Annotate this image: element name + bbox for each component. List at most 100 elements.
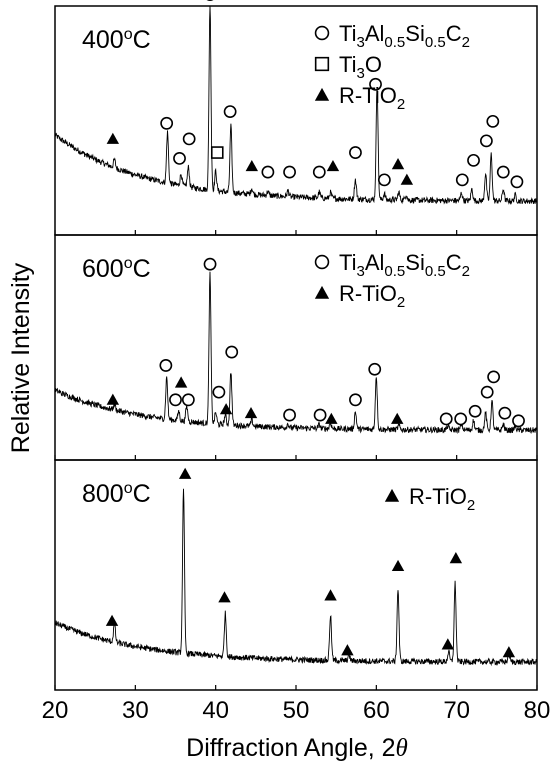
legend-label: Ti3Al0.5Si0.5C2: [339, 21, 470, 51]
temp-unit: C: [133, 480, 151, 508]
x-tick-label: 80: [524, 697, 551, 724]
x-axis-label-main: Diffraction Angle, 2: [186, 734, 395, 762]
peak-marker-circle: [368, 362, 382, 376]
xrd-trace: [54, 488, 538, 667]
peak-marker-circle: [313, 408, 327, 422]
peak-marker-triangle: [391, 412, 404, 424]
legend-item: R-TiO2: [314, 83, 405, 113]
temp-degree: o: [124, 480, 133, 497]
x-tick-label: 60: [363, 697, 390, 724]
temperature-label: 800oC: [82, 480, 151, 508]
peak-marker-circle: [223, 105, 237, 118]
peak-marker-circle: [496, 165, 510, 179]
peak-marker-triangle: [244, 406, 258, 419]
peak-marker-triangle: [105, 614, 119, 626]
x-tick-label: 30: [122, 697, 149, 724]
temperature-label: 400oC: [82, 26, 151, 54]
x-axis-label: Diffraction Angle, 2θ: [186, 734, 408, 762]
xrd-trace: [54, 271, 538, 435]
x-tick-label: 40: [202, 697, 229, 724]
legend-item: R-TiO2: [384, 484, 475, 514]
peak-marker-circle: [212, 385, 226, 399]
peak-marker-circle: [160, 116, 174, 130]
legend-symbol-circle: [314, 254, 330, 270]
peak-marker-triangle: [325, 412, 338, 424]
peak-marker-circle: [439, 412, 453, 426]
legend-item: Ti3Al0.5Si0.5C2: [314, 21, 470, 51]
legend-symbol-triangle: [314, 285, 330, 299]
peak-marker-circle: [173, 151, 186, 165]
peak-marker-circle: [181, 393, 195, 407]
x-axis-ticks: 20 30 40 50 60 70 80: [42, 697, 551, 724]
peak-marker-triangle: [178, 467, 192, 479]
legend-item: Ti3Al0.5Si0.5C2: [314, 250, 470, 280]
peak-marker-triangle: [400, 173, 414, 185]
peak-marker-circle: [159, 359, 173, 372]
x-tick-label: 70: [443, 697, 470, 724]
peak-marker-circle: [454, 412, 468, 426]
legend-label: Ti3O: [339, 52, 382, 82]
legend-label: R-TiO2: [339, 83, 405, 113]
peak-marker-triangle: [341, 644, 354, 656]
legend-label: Ti3Al0.5Si0.5C2: [339, 250, 470, 280]
legend-symbol-square: [314, 56, 330, 72]
legend-item: R-TiO2: [314, 281, 405, 311]
peak-marker-circle: [203, 257, 217, 271]
peak-marker-circle: [312, 165, 326, 179]
peak-marker-circle: [225, 345, 239, 359]
peak-marker-circle: [349, 146, 362, 159]
temp-value: 400: [82, 26, 124, 54]
peak-marker-circle: [487, 370, 501, 384]
peak-marker-circle: [349, 393, 362, 407]
peak-marker-triangle: [106, 393, 120, 405]
peak-marker-circle: [377, 173, 391, 187]
peak-marker-triangle: [174, 376, 188, 388]
peak-marker-circle: [283, 408, 296, 422]
x-tick-label: 50: [283, 697, 310, 724]
peak-marker-circle: [182, 132, 196, 146]
panel-800: 800oC R-TiO2: [54, 459, 538, 691]
peak-marker-triangle: [441, 638, 455, 650]
legend-symbol-triangle: [384, 488, 400, 502]
legend-symbol-triangle: [314, 87, 330, 101]
peak-marker-circle: [486, 114, 500, 128]
peak-marker-triangle: [502, 646, 516, 658]
peak-marker-circle: [512, 414, 525, 428]
x-axis-label-theta: θ: [396, 735, 408, 762]
peak-marker-circle: [283, 165, 296, 179]
peak-marker-triangle: [391, 559, 405, 572]
peak-marker-triangle: [245, 160, 259, 172]
temp-unit: C: [133, 26, 151, 54]
legend-symbol-circle: [314, 25, 330, 41]
peak-marker-circle: [498, 406, 512, 420]
peak-marker-triangle: [106, 132, 120, 144]
peak-marker-circle: [455, 173, 469, 187]
temp-value: 600: [82, 255, 124, 283]
peak-marker-circle: [369, 77, 382, 91]
peak-marker-triangle: [449, 552, 463, 564]
temp-unit: C: [133, 255, 151, 283]
peak-marker-circle: [480, 385, 494, 399]
peak-marker-triangle: [324, 589, 337, 601]
peak-marker-triangle: [219, 403, 233, 415]
peak-marker-circle: [468, 404, 482, 418]
peak-marker-circle: [169, 393, 182, 407]
x-tick-label: 20: [42, 697, 69, 724]
xrd-trace: [54, 6, 538, 205]
peak-marker-circle: [467, 153, 480, 167]
peak-marker-triangle: [218, 591, 231, 603]
legend-item: Ti3O: [314, 52, 382, 82]
peak-marker-triangle: [391, 158, 405, 170]
y-axis-label: Relative Intensity: [7, 262, 35, 453]
peak-marker-square: [210, 146, 224, 159]
temp-degree: o: [124, 255, 133, 272]
temp-degree: o: [124, 26, 133, 43]
temp-value: 800: [82, 480, 124, 508]
legend-label: R-TiO2: [409, 484, 475, 514]
peak-marker-circle: [479, 134, 493, 148]
legend-label: R-TiO2: [339, 281, 405, 311]
